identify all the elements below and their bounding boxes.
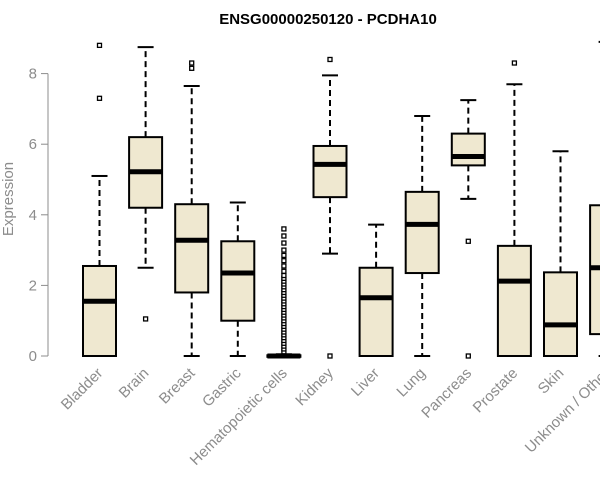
x-category-label: Kidney xyxy=(292,364,337,409)
outlier-point xyxy=(281,247,287,253)
iqr-box xyxy=(220,240,256,322)
box-gastric xyxy=(220,201,256,357)
plot-area xyxy=(82,40,600,359)
x-category-label: Skin xyxy=(535,365,568,398)
x-category-label: Lung xyxy=(393,365,429,401)
box-unknown-other xyxy=(589,40,600,357)
x-category-label: Gastric xyxy=(199,364,245,410)
box-brain xyxy=(128,46,164,322)
box-bladder xyxy=(82,42,117,357)
outlier-point xyxy=(327,353,333,359)
box-prostate xyxy=(496,60,532,357)
x-category-label: Bladder xyxy=(58,365,107,414)
outlier-point xyxy=(189,60,195,66)
y-axis: 0 2 4 6 8 xyxy=(29,66,49,365)
box-kidney xyxy=(312,56,348,359)
iqr-box xyxy=(174,203,210,294)
x-category-label: Liver xyxy=(348,365,383,400)
outlier-point xyxy=(96,42,103,49)
outlier-point xyxy=(465,353,471,359)
y-tick-label: 0 xyxy=(29,348,37,365)
box-pancreas xyxy=(450,99,486,359)
x-category-label: Brain xyxy=(116,365,153,402)
chart-title: ENSG00000250120 - PCDHA10 xyxy=(219,11,437,28)
y-tick-label: 6 xyxy=(29,136,37,153)
outlier-point xyxy=(281,226,287,232)
box-hematopoietic-cells xyxy=(266,226,302,359)
box-skin xyxy=(543,150,578,357)
outlier-point xyxy=(511,60,518,66)
outlier-point xyxy=(465,238,471,244)
box-breast xyxy=(174,60,210,357)
x-category-label: Pancreas xyxy=(418,365,475,422)
outlier-point xyxy=(281,258,287,264)
outlier-point xyxy=(142,316,149,322)
outlier-point xyxy=(96,95,103,101)
outlier-point xyxy=(281,268,287,274)
box-lung xyxy=(404,114,440,357)
iqr-box xyxy=(496,244,532,357)
y-tick-label: 4 xyxy=(29,207,37,224)
outlier-point xyxy=(189,65,195,71)
outlier-point xyxy=(281,252,287,259)
outlier-point xyxy=(281,272,287,279)
y-axis-label: Expression xyxy=(0,162,17,236)
y-tick-label: 8 xyxy=(29,66,37,83)
iqr-box xyxy=(543,271,578,357)
x-category-label: Breast xyxy=(156,364,199,407)
iqr-box xyxy=(82,264,117,357)
iqr-box xyxy=(358,266,394,357)
iqr-box xyxy=(404,190,440,275)
outlier-point xyxy=(281,233,287,239)
x-category-label: Prostate xyxy=(470,365,522,417)
outlier-point xyxy=(327,56,333,63)
iqr-box xyxy=(312,144,348,199)
iqr-box xyxy=(450,132,486,167)
y-tick-label: 2 xyxy=(29,277,37,294)
outlier-point xyxy=(281,240,287,246)
outlier-point xyxy=(281,263,287,269)
box-liver xyxy=(358,223,394,357)
